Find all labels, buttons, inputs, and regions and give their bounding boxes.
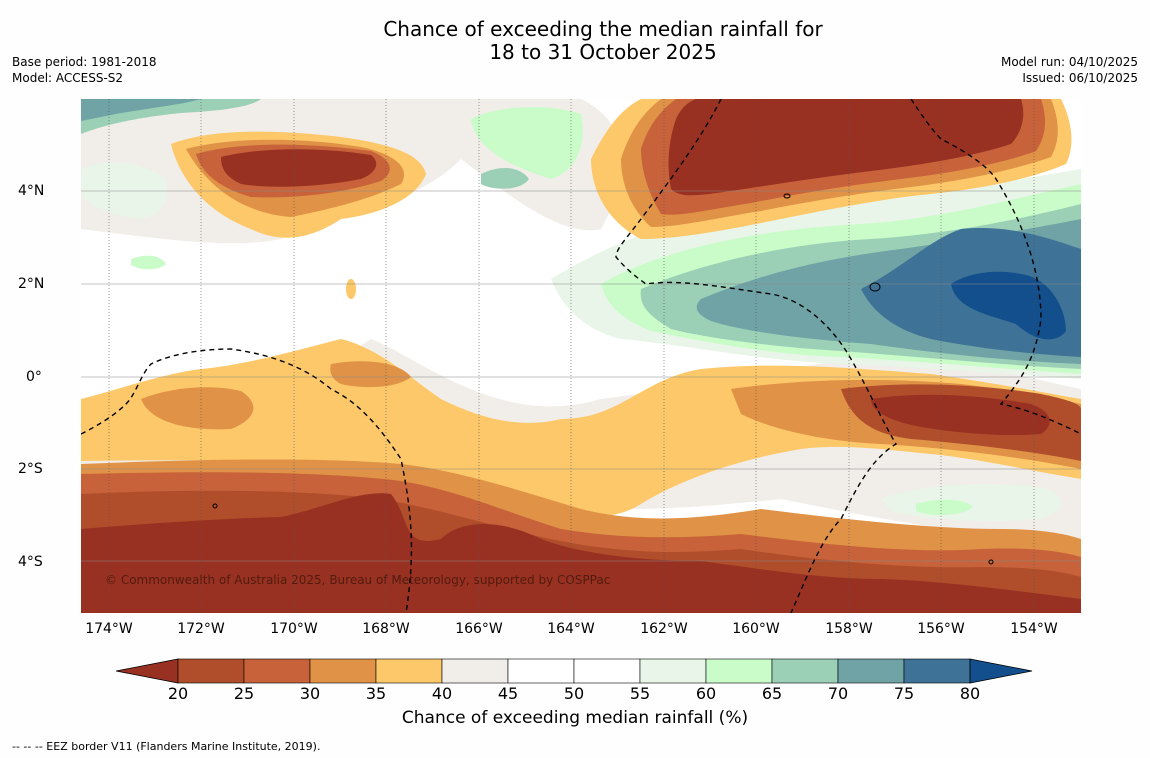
colorbar-segment (177, 658, 245, 684)
x-tick: 160°W (732, 621, 780, 637)
x-tick: 172°W (177, 621, 225, 637)
region-teal-nw (481, 167, 529, 189)
colorbar-segment (705, 658, 773, 684)
issued-date: Issued: 06/10/2025 (1022, 71, 1138, 85)
grid-lines (81, 99, 1081, 613)
colorbar-segment (441, 658, 509, 684)
x-tick: 166°W (455, 621, 503, 637)
region-teal-top-left (81, 99, 201, 121)
islands (212, 193, 994, 565)
copyright-notice: © Commonwealth of Australia 2025, Bureau… (105, 573, 611, 587)
colorbar-tick: 30 (299, 684, 321, 703)
colorbar-label: Chance of exceeding median rainfall (%) (401, 708, 749, 728)
meta-left: Base period: 1981-2018 Model: ACCESS-S2 (12, 54, 157, 86)
x-tick: 174°W (85, 621, 133, 637)
x-tick: 156°W (917, 621, 965, 637)
map-svg (81, 99, 1081, 613)
y-tick: 4°N (18, 183, 45, 199)
region-dark-red-nc (221, 149, 377, 187)
colorbar-tick: 60 (695, 684, 717, 703)
colorbar-tick: 70 (827, 684, 849, 703)
title-line-2: 18 to 31 October 2025 (489, 40, 717, 64)
y-tick: 0° (26, 369, 42, 385)
eez-borders (81, 99, 1081, 613)
title-line-1: Chance of exceeding the median rainfall … (383, 17, 823, 41)
y-tick: 2°N (18, 276, 45, 292)
y-tick: 2°S (18, 461, 43, 477)
colorbar-segment (771, 658, 839, 684)
rainfall-map (81, 99, 1081, 613)
colorbar-segment (375, 658, 443, 684)
colorbar-tick: 80 (959, 684, 981, 703)
colorbar-segment (837, 658, 905, 684)
model-run: Model run: 04/10/2025 (1000, 55, 1138, 69)
colorbar-segment (243, 658, 311, 684)
colorbar-tick: 55 (629, 684, 651, 703)
x-tick: 158°W (825, 621, 873, 637)
colorbar-tick: 45 (497, 684, 519, 703)
x-tick: 154°W (1010, 621, 1058, 637)
region-orange-south-c (330, 361, 411, 388)
colorbar (116, 658, 1033, 684)
colorbar-tick: 25 (233, 684, 255, 703)
meta-right: Model run: 04/10/2025 Issued: 06/10/2025 (1001, 54, 1138, 86)
colorbar-tick: 40 (431, 684, 453, 703)
x-tick: 168°W (362, 621, 410, 637)
colorbar-segment (309, 658, 377, 684)
colorbar-segment (639, 658, 707, 684)
colorbar-segment (573, 658, 641, 684)
colorbar-tick: 50 (563, 684, 585, 703)
x-tick: 162°W (640, 621, 688, 637)
colorbar-tick: 20 (167, 684, 189, 703)
colorbar-tick: 65 (761, 684, 783, 703)
colorbar-segment (903, 658, 971, 684)
x-tick: 170°W (270, 621, 318, 637)
region-green-se-inner (916, 499, 973, 516)
colorbar-extend-low (116, 658, 179, 684)
region-orange-south-w (141, 387, 254, 430)
colorbar-tick: 35 (365, 684, 387, 703)
colorbar-segment (507, 658, 575, 684)
model-name: Model: ACCESS-S2 (12, 71, 124, 85)
region-yellow-blob-1 (346, 279, 356, 299)
eez-footnote: -- -- -- EEZ border V11 (Flanders Marine… (12, 740, 321, 753)
region-deep-blue (951, 271, 1066, 340)
colorbar-tick: 75 (893, 684, 915, 703)
region-dark-red-ne (668, 99, 1024, 196)
region-green-w (131, 255, 166, 270)
region-green-nw (471, 107, 583, 179)
base-period: Base period: 1981-2018 (12, 55, 157, 69)
colorbar-extend-high (969, 658, 1033, 684)
chart-title: Chance of exceeding the median rainfall … (0, 18, 1150, 64)
region-dark-red-band-s (81, 493, 1081, 613)
y-tick: 4°S (18, 554, 43, 570)
region-dark-red-e (871, 394, 1050, 435)
x-tick: 164°W (547, 621, 595, 637)
